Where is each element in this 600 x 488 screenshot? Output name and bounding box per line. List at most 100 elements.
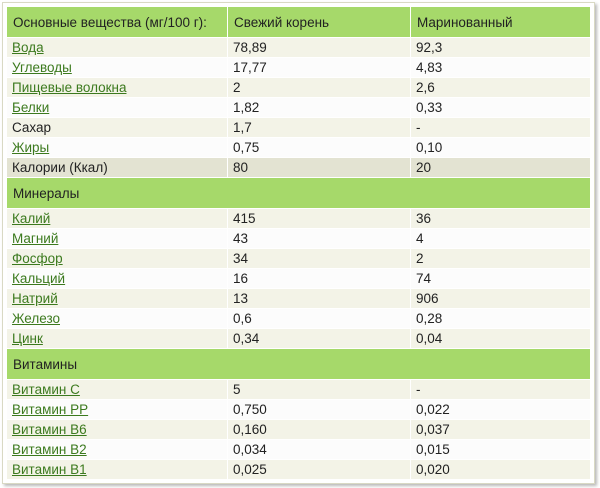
pickled-value-cell: 36 xyxy=(411,209,590,229)
section-header-minerals: Минералы xyxy=(7,178,590,209)
table-row: Сахар 1,7- xyxy=(7,118,590,138)
fresh-value-cell: 13 xyxy=(228,289,411,309)
header-fresh-root: Свежий корень xyxy=(228,7,411,38)
fresh-value-cell: 0,160 xyxy=(228,420,411,440)
fresh-value-cell: 80 xyxy=(228,158,411,178)
table-row: Пищевые волокна 2 2,6 xyxy=(7,78,590,98)
row-name-cell: Витамин В6 xyxy=(7,420,228,440)
fresh-value-cell: 16 xyxy=(228,269,411,289)
table-row: Калории (Ккал) 80 20 xyxy=(7,158,590,178)
nutrient-link[interactable]: Калий xyxy=(12,211,51,226)
row-name-cell: Углеводы xyxy=(7,58,228,78)
fresh-value-cell: 5 xyxy=(228,380,411,400)
nutrition-table-frame: Основные вещества (мг/100 г): Свежий кор… xyxy=(2,2,595,484)
row-name-cell: Фосфор xyxy=(7,249,228,269)
table-row: Витамин РР 0,750 0,022 xyxy=(7,400,590,420)
row-name-cell: Витамин РР xyxy=(7,400,228,420)
nutrient-link[interactable]: Пищевые волокна xyxy=(12,80,127,95)
row-name-cell: Цинк xyxy=(7,329,228,349)
nutrient-link[interactable]: Витамин В1 xyxy=(12,462,87,477)
fresh-value-cell: 0,34 xyxy=(228,329,411,349)
pickled-value-cell: - xyxy=(411,380,590,400)
pickled-value-cell: 20 xyxy=(411,158,590,178)
table-row: Вода 78,89 92,3 xyxy=(7,38,590,58)
nutrient-link[interactable]: Фосфор xyxy=(12,251,63,266)
table-row: Жиры 0,75 0,10 xyxy=(7,138,590,158)
pickled-value-cell: 906 xyxy=(411,289,590,309)
table-row: Магний 43 4 xyxy=(7,229,590,249)
row-name-cell: Витамин В1 xyxy=(7,460,228,480)
row-name-cell: Калий xyxy=(7,209,228,229)
row-name-cell: Белки xyxy=(7,98,228,118)
pickled-value-cell: 2 xyxy=(411,249,590,269)
nutrient-link[interactable]: Белки xyxy=(12,100,50,115)
row-name-cell: Витамин В2 xyxy=(7,440,228,460)
nutrient-link[interactable]: Витамин В2 xyxy=(12,442,87,457)
pickled-value-cell: 4 xyxy=(411,229,590,249)
fresh-value-cell: 415 xyxy=(228,209,411,229)
fresh-value-cell: 0,6 xyxy=(228,309,411,329)
row-name-cell: Кальций xyxy=(7,269,228,289)
fresh-value-cell: 1,82 xyxy=(228,98,411,118)
pickled-value-cell: 2,6 xyxy=(411,78,590,98)
row-name-cell: Магний xyxy=(7,229,228,249)
nutrient-link[interactable]: Магний xyxy=(12,231,59,246)
pickled-value-cell: 4,83 xyxy=(411,58,590,78)
header-pickled: Маринованный xyxy=(411,7,590,38)
pickled-value-cell: 0,33 xyxy=(411,98,590,118)
table-row: Натрий 13 906 xyxy=(7,289,590,309)
fresh-value-cell: 78,89 xyxy=(228,38,411,58)
row-name-cell: Жиры xyxy=(7,138,228,158)
table-header-row: Основные вещества (мг/100 г): Свежий кор… xyxy=(7,7,590,38)
table-row: Калий 415 36 xyxy=(7,209,590,229)
header-substances: Основные вещества (мг/100 г): xyxy=(7,7,228,38)
nutrient-link[interactable]: Углеводы xyxy=(12,60,72,75)
nutrition-table: Основные вещества (мг/100 г): Свежий кор… xyxy=(7,7,590,480)
nutrient-label: Сахар xyxy=(12,120,52,135)
nutrient-label: Калории (Ккал) xyxy=(12,160,108,175)
row-name-cell: Пищевые волокна xyxy=(7,78,228,98)
pickled-value-cell: 0,28 xyxy=(411,309,590,329)
table-row: Углеводы 17,77 4,83 xyxy=(7,58,590,78)
table-row: Витамин В2 0,034 0,015 xyxy=(7,440,590,460)
fresh-value-cell: 34 xyxy=(228,249,411,269)
table-row: Витамин В6 0,160 0,037 xyxy=(7,420,590,440)
table-row: Витамин В1 0,025 0,020 xyxy=(7,460,590,480)
fresh-value-cell: 0,750 xyxy=(228,400,411,420)
section-title: Минералы xyxy=(7,178,590,209)
row-name-cell: Вода xyxy=(7,38,228,58)
fresh-value-cell: 1,7 xyxy=(228,118,411,138)
section-title: Витамины xyxy=(7,349,590,380)
fresh-value-cell: 2 xyxy=(228,78,411,98)
pickled-value-cell: 74 xyxy=(411,269,590,289)
nutrient-link[interactable]: Вода xyxy=(12,40,44,55)
fresh-value-cell: 0,025 xyxy=(228,460,411,480)
pickled-value-cell: 0,015 xyxy=(411,440,590,460)
fresh-value-cell: 0,75 xyxy=(228,138,411,158)
table-row: Кальций 16 74 xyxy=(7,269,590,289)
pickled-value-cell: 0,020 xyxy=(411,460,590,480)
table-row: Белки 1,82 0,33 xyxy=(7,98,590,118)
row-name-cell: Витамин С xyxy=(7,380,228,400)
nutrition-table-body: Основные вещества (мг/100 г): Свежий кор… xyxy=(7,7,590,480)
pickled-value-cell: - xyxy=(411,118,590,138)
nutrient-link[interactable]: Железо xyxy=(12,311,60,326)
row-name-cell: Калории (Ккал) xyxy=(7,158,228,178)
fresh-value-cell: 43 xyxy=(228,229,411,249)
table-row: Железо 0,6 0,28 xyxy=(7,309,590,329)
nutrient-link[interactable]: Натрий xyxy=(12,291,58,306)
table-row: Цинк 0,34 0,04 xyxy=(7,329,590,349)
pickled-value-cell: 0,022 xyxy=(411,400,590,420)
pickled-value-cell: 0,04 xyxy=(411,329,590,349)
table-row: Фосфор 34 2 xyxy=(7,249,590,269)
nutrient-link[interactable]: Жиры xyxy=(12,140,50,155)
nutrient-link[interactable]: Витамин РР xyxy=(12,402,89,417)
fresh-value-cell: 17,77 xyxy=(228,58,411,78)
nutrient-link[interactable]: Цинк xyxy=(12,331,43,346)
row-name-cell: Натрий xyxy=(7,289,228,309)
nutrient-link[interactable]: Витамин В6 xyxy=(12,422,87,437)
section-header-vitamins: Витамины xyxy=(7,349,590,380)
nutrient-link[interactable]: Кальций xyxy=(12,271,66,286)
fresh-value-cell: 0,034 xyxy=(228,440,411,460)
nutrient-link[interactable]: Витамин С xyxy=(12,382,80,397)
